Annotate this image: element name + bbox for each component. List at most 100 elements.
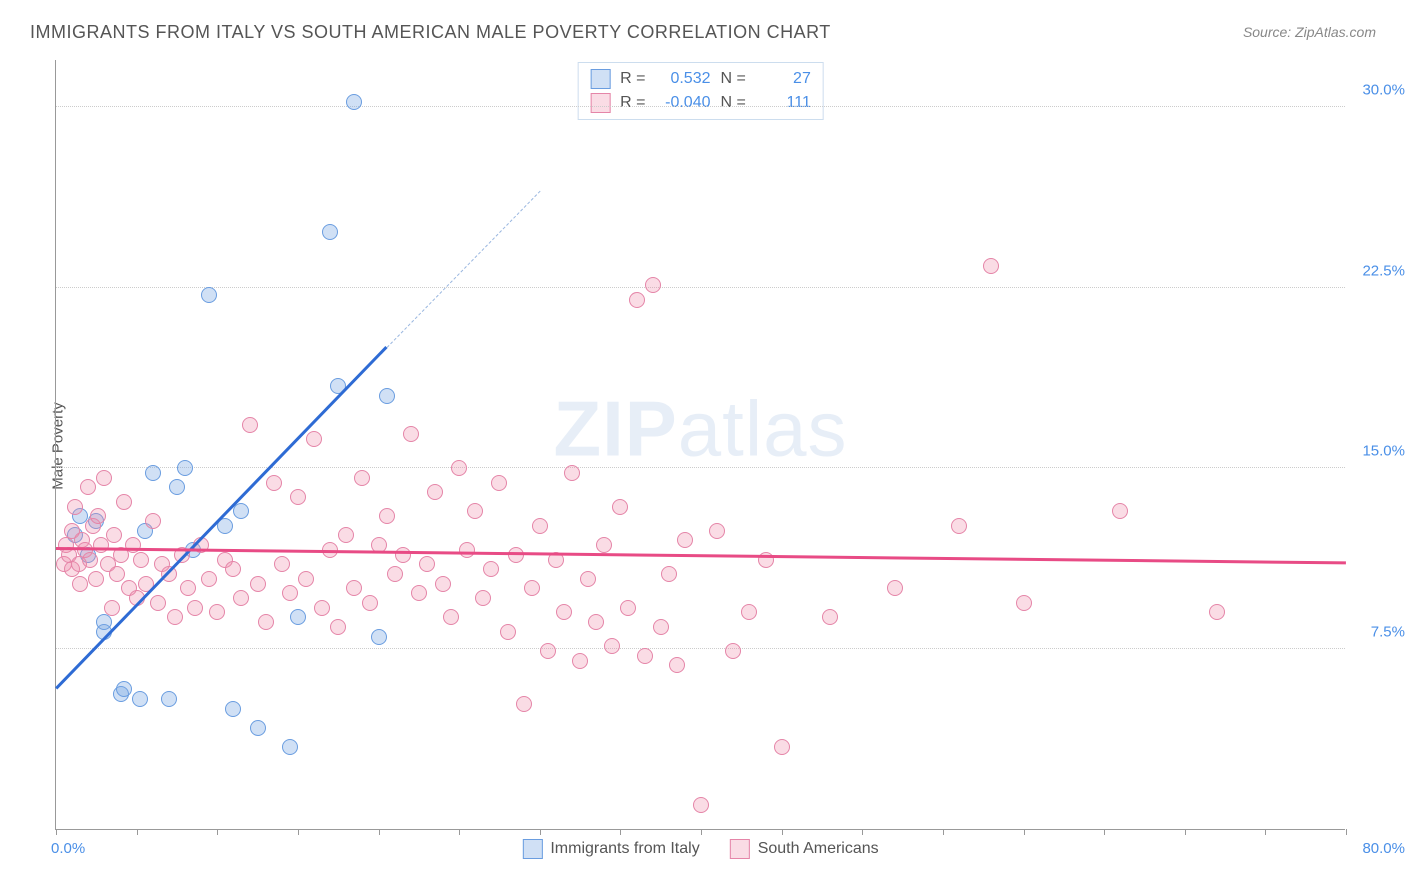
data-point-series-1 (116, 494, 132, 510)
data-point-series-1 (620, 600, 636, 616)
data-point-series-1 (354, 470, 370, 486)
data-point-series-1 (82, 552, 98, 568)
data-point-series-1 (524, 580, 540, 596)
x-tick (56, 829, 57, 835)
data-point-series-1 (983, 258, 999, 274)
series-legend: Immigrants from Italy South Americans (522, 839, 878, 859)
data-point-series-1 (411, 585, 427, 601)
data-point-series-1 (612, 499, 628, 515)
data-point-series-1 (80, 479, 96, 495)
data-point-series-1 (104, 600, 120, 616)
trend-line (56, 547, 1346, 564)
data-point-series-1 (629, 292, 645, 308)
data-point-series-1 (346, 580, 362, 596)
data-point-series-1 (637, 648, 653, 664)
data-point-series-0 (233, 503, 249, 519)
data-point-series-1 (1209, 604, 1225, 620)
x-tick (1024, 829, 1025, 835)
trend-line-extrapolated (386, 190, 540, 347)
data-point-series-1 (491, 475, 507, 491)
data-point-series-0 (225, 701, 241, 717)
x-tick (701, 829, 702, 835)
data-point-series-1 (109, 566, 125, 582)
x-tick (298, 829, 299, 835)
gridline (56, 648, 1345, 649)
data-point-series-1 (242, 417, 258, 433)
data-point-series-1 (483, 561, 499, 577)
y-tick-label: 7.5% (1350, 623, 1405, 640)
data-point-series-1 (306, 431, 322, 447)
data-point-series-1 (588, 614, 604, 630)
data-point-series-1 (282, 585, 298, 601)
data-point-series-1 (459, 542, 475, 558)
legend-row-series-1: R = -0.040 N = 111 (590, 91, 811, 115)
data-point-series-1 (290, 489, 306, 505)
data-point-series-1 (677, 532, 693, 548)
data-point-series-1 (96, 470, 112, 486)
data-point-series-0 (371, 629, 387, 645)
x-start-label: 0.0% (51, 840, 85, 857)
data-point-series-1 (645, 277, 661, 293)
legend-swatch-b1 (730, 839, 750, 859)
data-point-series-1 (604, 638, 620, 654)
chart-container: IMMIGRANTS FROM ITALY VS SOUTH AMERICAN … (0, 0, 1406, 892)
data-point-series-1 (725, 643, 741, 659)
data-point-series-0 (132, 691, 148, 707)
data-point-series-1 (451, 460, 467, 476)
data-point-series-1 (167, 609, 183, 625)
watermark: ZIPatlas (553, 384, 847, 475)
data-point-series-1 (274, 556, 290, 572)
data-point-series-1 (180, 580, 196, 596)
data-point-series-1 (201, 571, 217, 587)
data-point-series-1 (419, 556, 435, 572)
data-point-series-1 (951, 518, 967, 534)
data-point-series-0 (177, 460, 193, 476)
x-tick (943, 829, 944, 835)
data-point-series-1 (258, 614, 274, 630)
data-point-series-1 (540, 643, 556, 659)
data-point-series-1 (403, 426, 419, 442)
gridline (56, 287, 1345, 288)
data-point-series-1 (67, 499, 83, 515)
data-point-series-1 (435, 576, 451, 592)
data-point-series-0 (116, 681, 132, 697)
data-point-series-1 (1016, 595, 1032, 611)
gridline (56, 106, 1345, 107)
data-point-series-1 (379, 508, 395, 524)
x-tick (1346, 829, 1347, 835)
correlation-legend: R = 0.532 N = 27 R = -0.040 N = 111 (577, 62, 824, 120)
x-end-label: 80.0% (1362, 840, 1405, 857)
data-point-series-1 (653, 619, 669, 635)
data-point-series-1 (661, 566, 677, 582)
data-point-series-1 (395, 547, 411, 563)
data-point-series-1 (88, 571, 104, 587)
data-point-series-0 (201, 287, 217, 303)
data-point-series-1 (443, 609, 459, 625)
data-point-series-1 (150, 595, 166, 611)
data-point-series-0 (290, 609, 306, 625)
x-tick (459, 829, 460, 835)
legend-swatch-1 (590, 93, 610, 113)
x-tick (620, 829, 621, 835)
data-point-series-1 (822, 609, 838, 625)
x-tick (540, 829, 541, 835)
data-point-series-1 (225, 561, 241, 577)
data-point-series-1 (532, 518, 548, 534)
data-point-series-1 (72, 576, 88, 592)
data-point-series-1 (693, 797, 709, 813)
data-point-series-0 (282, 739, 298, 755)
data-point-series-0 (346, 94, 362, 110)
legend-item-0: Immigrants from Italy (522, 839, 699, 859)
data-point-series-0 (250, 720, 266, 736)
data-point-series-1 (314, 600, 330, 616)
x-tick (862, 829, 863, 835)
data-point-series-1 (580, 571, 596, 587)
legend-swatch-0 (590, 69, 610, 89)
source-label: Source: ZipAtlas.com (1243, 24, 1376, 40)
data-point-series-1 (475, 590, 491, 606)
data-point-series-1 (741, 604, 757, 620)
x-tick (379, 829, 380, 835)
data-point-series-1 (887, 580, 903, 596)
legend-row-series-0: R = 0.532 N = 27 (590, 67, 811, 91)
data-point-series-1 (133, 552, 149, 568)
